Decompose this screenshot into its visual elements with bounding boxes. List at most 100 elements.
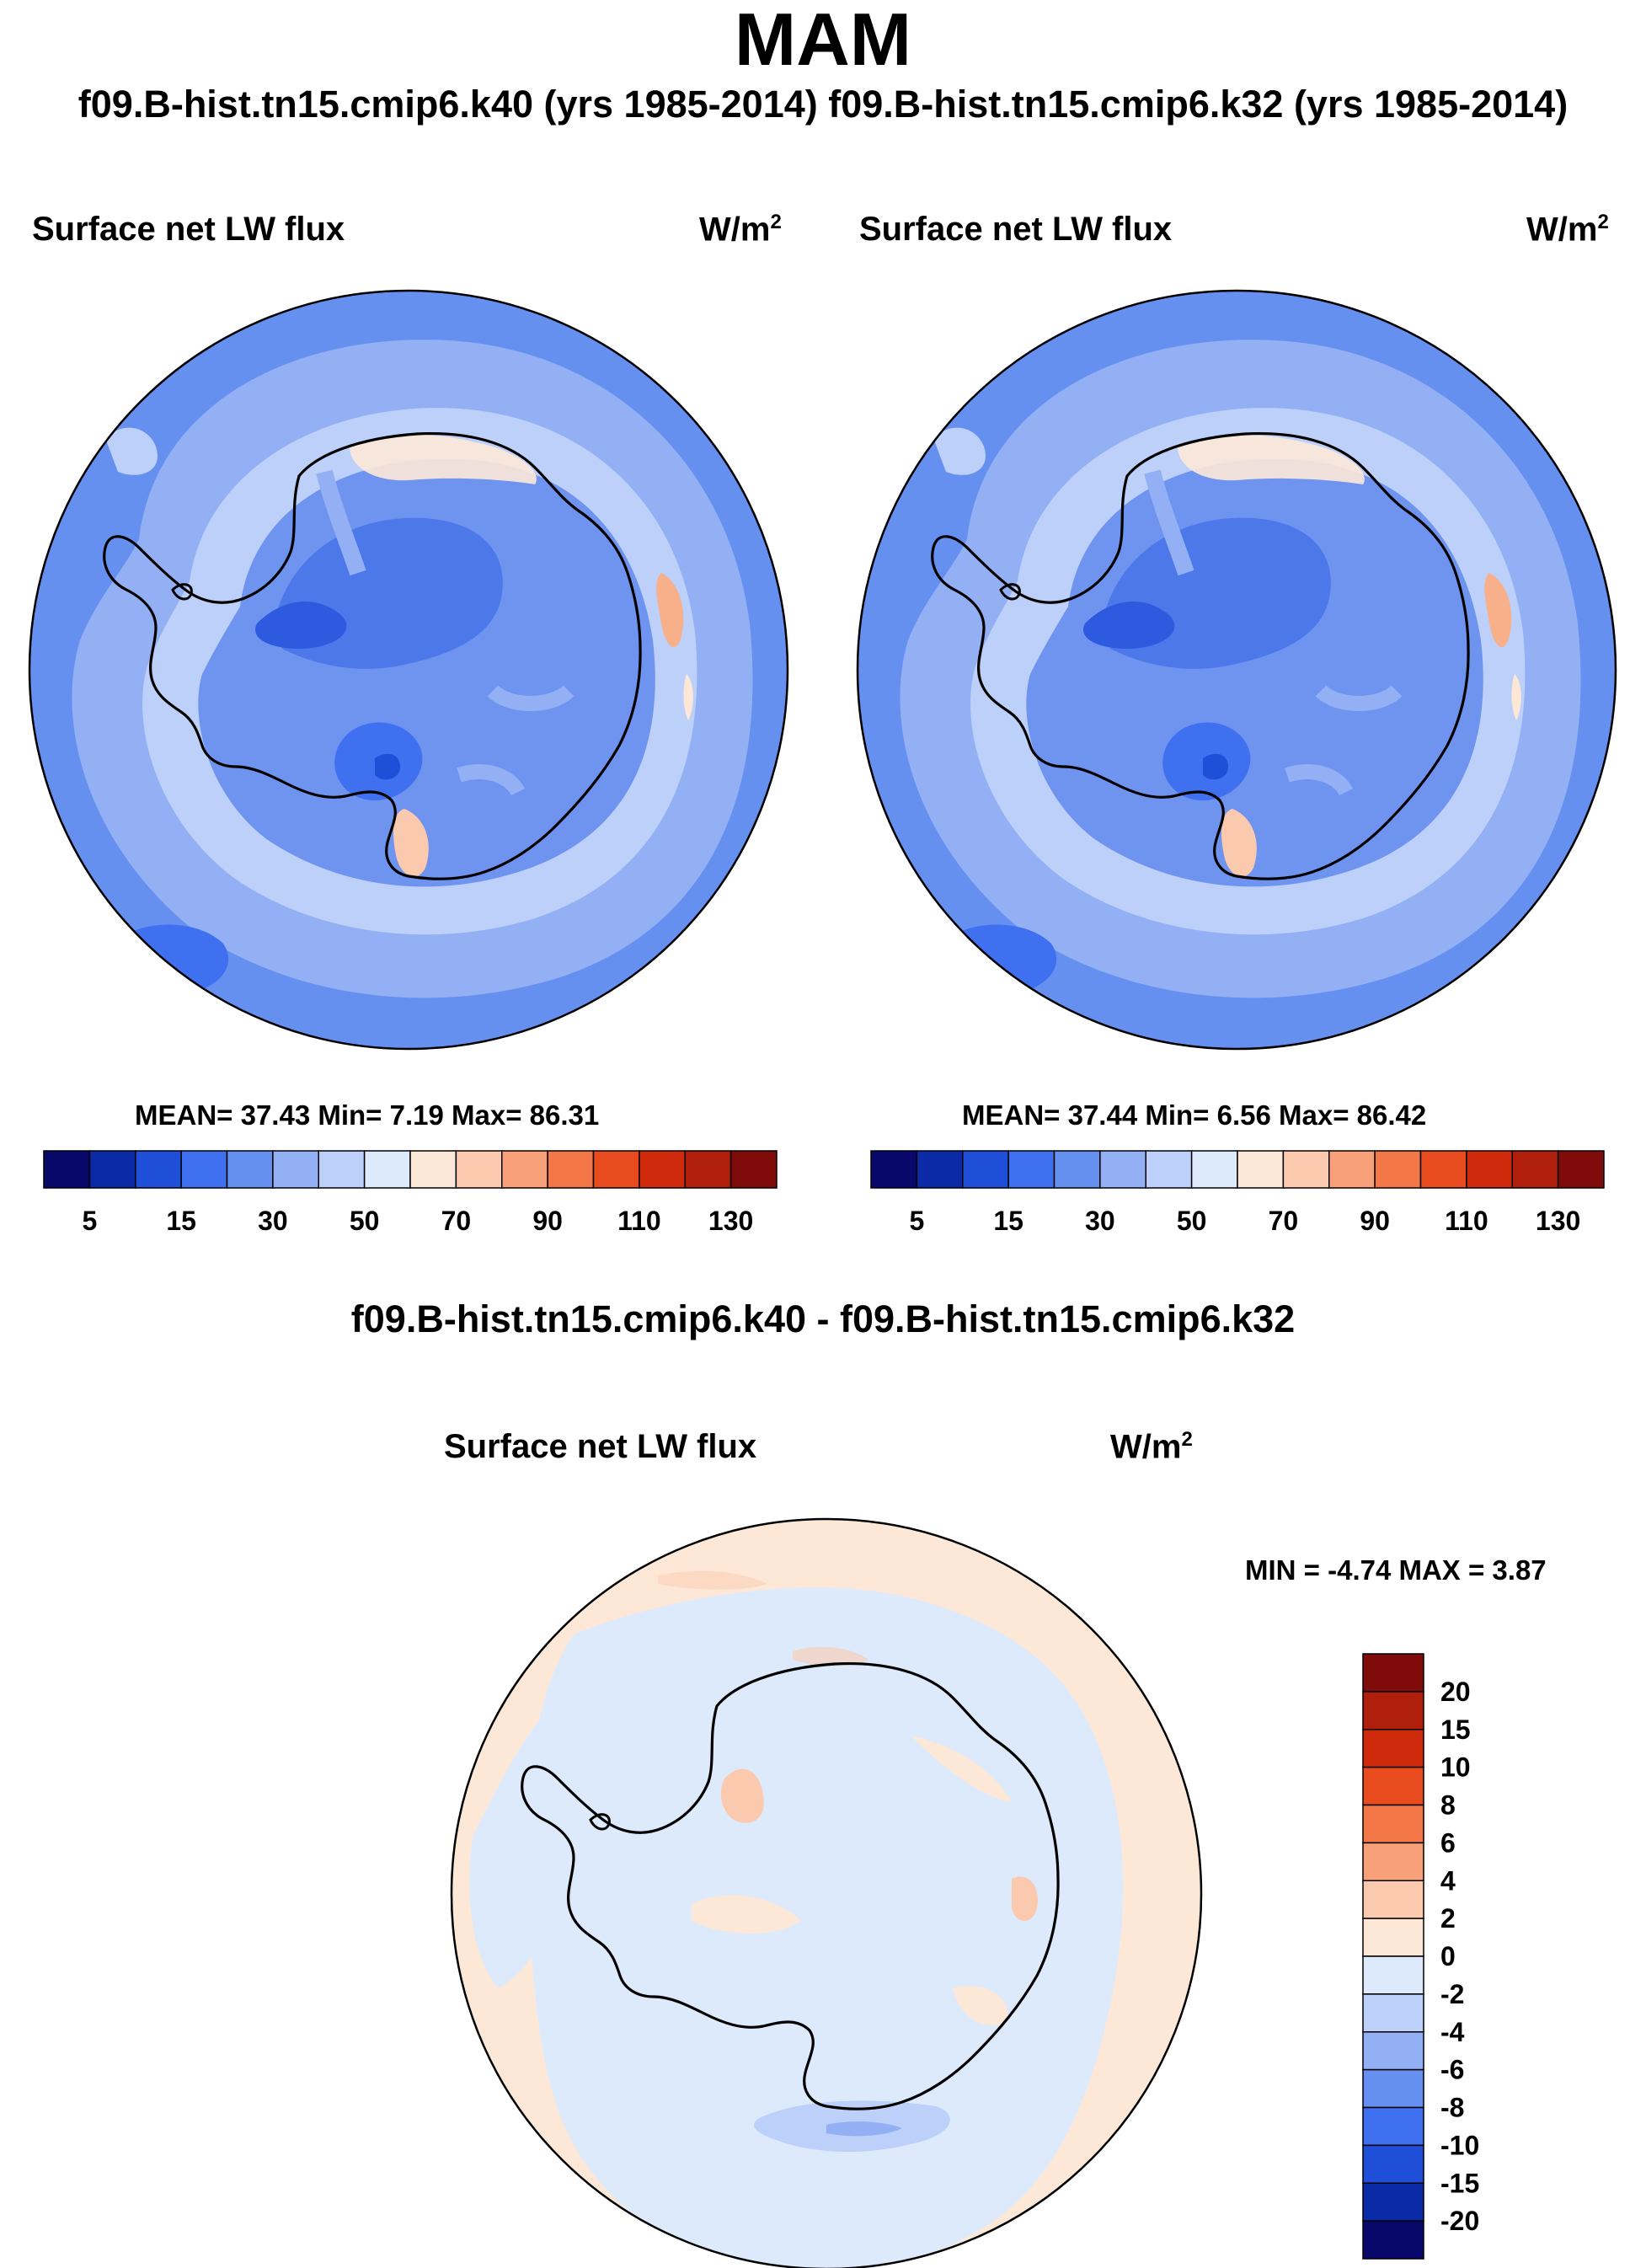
panel1-variable-label: Surface net LW flux [32,211,345,248]
difference-colorbar-swatch-13 [1362,2144,1424,2184]
difference-colorbar-swatch-15 [1362,2220,1424,2260]
panel2-colorbar-tick-label: 70 [1269,1206,1299,1236]
panel1-colorbar-swatch-12 [592,1150,640,1189]
panel2-colorbar-tick-label: 30 [1085,1206,1115,1236]
panel2-colorbar-swatch-12 [1419,1150,1467,1189]
panel1-colorbar-swatch-8 [409,1150,457,1189]
difference-colorbar-tick-label: 2 [1440,1903,1456,1934]
panel2-colorbar-swatch-11 [1374,1150,1422,1189]
panel2-colorbar: 5 15 30 50 70 90 110 130 [870,1150,1605,1236]
panel1-colorbar-swatch-14 [684,1150,732,1189]
difference-colorbar-swatch-4 [1362,1804,1424,1844]
panel1-colorbar: 5 15 30 50 70 90 110 130 [43,1150,778,1236]
difference-colorbar-tick-label: -8 [1440,2093,1464,2123]
panel2-colorbar-swatch-10 [1328,1150,1376,1189]
panel1-colorbar-swatch-13 [639,1150,686,1189]
difference-colorbar-swatch-1 [1362,1691,1424,1730]
panel1-colorbar-swatch-5 [272,1150,319,1189]
panel2-map [815,253,1646,1095]
panel2-colorbar-tick-label: 5 [909,1206,924,1236]
panel1-colorbar-swatch-3 [180,1150,228,1189]
panel1-colorbar-tick-label: 130 [708,1206,753,1236]
panel1-colorbar-swatch-15 [729,1150,778,1189]
difference-colorbar-swatch-10 [1362,2031,1424,2071]
difference-map-border [450,1517,1203,2268]
diff-units-exp: 2 [1181,1428,1193,1451]
difference-colorbar-swatch-2 [1362,1729,1424,1768]
panel2-colorbar-swatch-15 [1557,1150,1605,1189]
difference-colorbar-swatch-14 [1362,2182,1424,2222]
panel1-stats: MEAN= 37.43 Min= 7.19 Max= 86.31 [135,1099,600,1131]
panel1-colorbar-tick-label: 50 [350,1206,380,1236]
panel2-units-exp: 2 [1597,211,1609,233]
panel1-colorbar-swatch-7 [363,1150,411,1189]
difference-colorbar-swatch-8 [1362,1955,1424,1995]
difference-colorbar-tick-label: -15 [1440,2168,1479,2198]
panel2-colorbar-swatch-5 [1099,1150,1146,1189]
panel1-colorbar-tick-label: 15 [166,1206,196,1236]
difference-colorbar-swatch-6 [1362,1880,1424,1919]
panel2-colorbar-tick-label: 15 [993,1206,1023,1236]
difference-colorbar-tick-label: 6 [1440,1827,1456,1858]
difference-colorbar-tick-label: 8 [1440,1790,1456,1821]
difference-colorbar-tick-label: -20 [1440,2206,1479,2236]
diff-variable-label: Surface net LW flux [444,1428,757,1465]
panel2-colorbar-swatch-7 [1190,1150,1238,1189]
difference-colorbar-tick-label: -6 [1440,2055,1464,2085]
difference-colorbar-swatch-11 [1362,2068,1424,2109]
difference-colorbar-tick-label: 0 [1440,1941,1456,1971]
figure-title: MAM [734,0,912,81]
panel1-map-border [28,289,789,1051]
difference-colorbar-swatch-0 [1362,1653,1424,1693]
diff-stats: MIN = -4.74 MAX = 3.87 [1245,1554,1547,1586]
difference-title: f09.B-hist.tn15.cmip6.k40 - f09.B-hist.t… [350,1297,1296,1340]
panel2-colorbar-swatch-8 [1237,1150,1285,1189]
difference-colorbar-tick-label: 10 [1440,1752,1471,1783]
difference-colorbar-tick-label: -4 [1440,2017,1465,2047]
panel1-map [0,253,830,1095]
panel1-colorbar-tick-label: 70 [441,1206,472,1236]
difference-colorbar-tick-label: -10 [1440,2130,1479,2160]
figure-subtitle: f09.B-hist.tn15.cmip6.k40 (yrs 1985-2014… [77,83,1569,126]
panel2-units-base: W/m [1526,211,1598,249]
panel1-colorbar-swatch-11 [547,1150,595,1189]
difference-colorbar-swatch-7 [1362,1918,1424,1957]
panel1-colorbar-swatch-4 [226,1150,274,1189]
panel1-units-base: W/m [699,211,771,249]
panel2-colorbar-swatch-3 [1007,1150,1055,1189]
panel2-colorbar-swatch-0 [870,1150,918,1189]
panel2-colorbar-swatch-2 [962,1150,1009,1189]
panel1-colorbar-tick-label: 110 [617,1206,661,1236]
difference-colorbar-swatch-5 [1362,1842,1424,1881]
panel1-colorbar-swatch-10 [501,1150,548,1189]
difference-colorbar-swatch-3 [1362,1766,1424,1806]
difference-colorbar-tick-label: 15 [1440,1714,1471,1745]
panel1-colorbar-swatch-2 [135,1150,182,1189]
difference-colorbar-swatch-9 [1362,1993,1424,2033]
panel1-colorbar-swatch-9 [455,1150,503,1189]
panel1-colorbar-tick-label: 5 [82,1206,97,1236]
panel2-colorbar-swatch-9 [1282,1150,1330,1189]
panel2-colorbar-tick-label: 90 [1360,1206,1390,1236]
panel2-colorbar-tick-label: 130 [1536,1206,1580,1236]
panel1-colorbar-swatch-6 [318,1150,366,1189]
panel2-stats: MEAN= 37.44 Min= 6.56 Max= 86.42 [962,1099,1427,1131]
difference-colorbar-tick-label: 20 [1440,1677,1471,1707]
panel2-variable-label: Surface net LW flux [859,211,1173,248]
diff-units-base: W/m [1110,1428,1182,1466]
panel1-units-exp: 2 [770,211,782,233]
panel2-units-label: W/m2 [1526,211,1609,249]
panel2-colorbar-swatch-14 [1511,1150,1559,1189]
panel2-colorbar-swatch-6 [1145,1150,1193,1189]
difference-map [452,1519,1201,2268]
panel2-colorbar-tick-label: 50 [1177,1206,1207,1236]
panel1-units-label: W/m2 [699,211,782,249]
panel2-colorbar-swatch-13 [1466,1150,1513,1189]
panel2-colorbar-tick-label: 110 [1445,1206,1488,1236]
panel2-map-border [856,289,1617,1051]
panel1-colorbar-tick-label: 30 [258,1206,288,1236]
difference-colorbar-swatch-12 [1362,2106,1424,2147]
diff-units-label: W/m2 [1110,1428,1193,1466]
